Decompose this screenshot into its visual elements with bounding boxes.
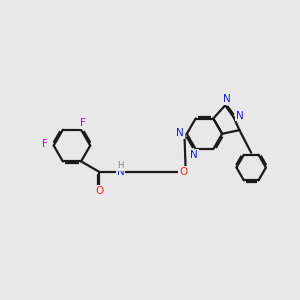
Text: F: F: [42, 139, 48, 149]
Text: O: O: [95, 186, 104, 196]
Text: H: H: [117, 161, 124, 170]
Text: O: O: [179, 167, 188, 177]
Text: N: N: [117, 167, 124, 177]
Text: N: N: [223, 94, 230, 104]
Text: N: N: [176, 128, 184, 138]
Text: N: N: [190, 150, 198, 160]
Text: F: F: [80, 118, 86, 128]
Text: N: N: [236, 110, 244, 121]
